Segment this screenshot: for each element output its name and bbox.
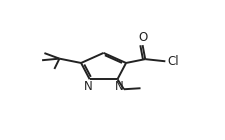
Text: O: O <box>137 31 146 44</box>
Text: N: N <box>114 80 123 93</box>
Text: N: N <box>83 80 92 93</box>
Text: Cl: Cl <box>167 55 178 68</box>
